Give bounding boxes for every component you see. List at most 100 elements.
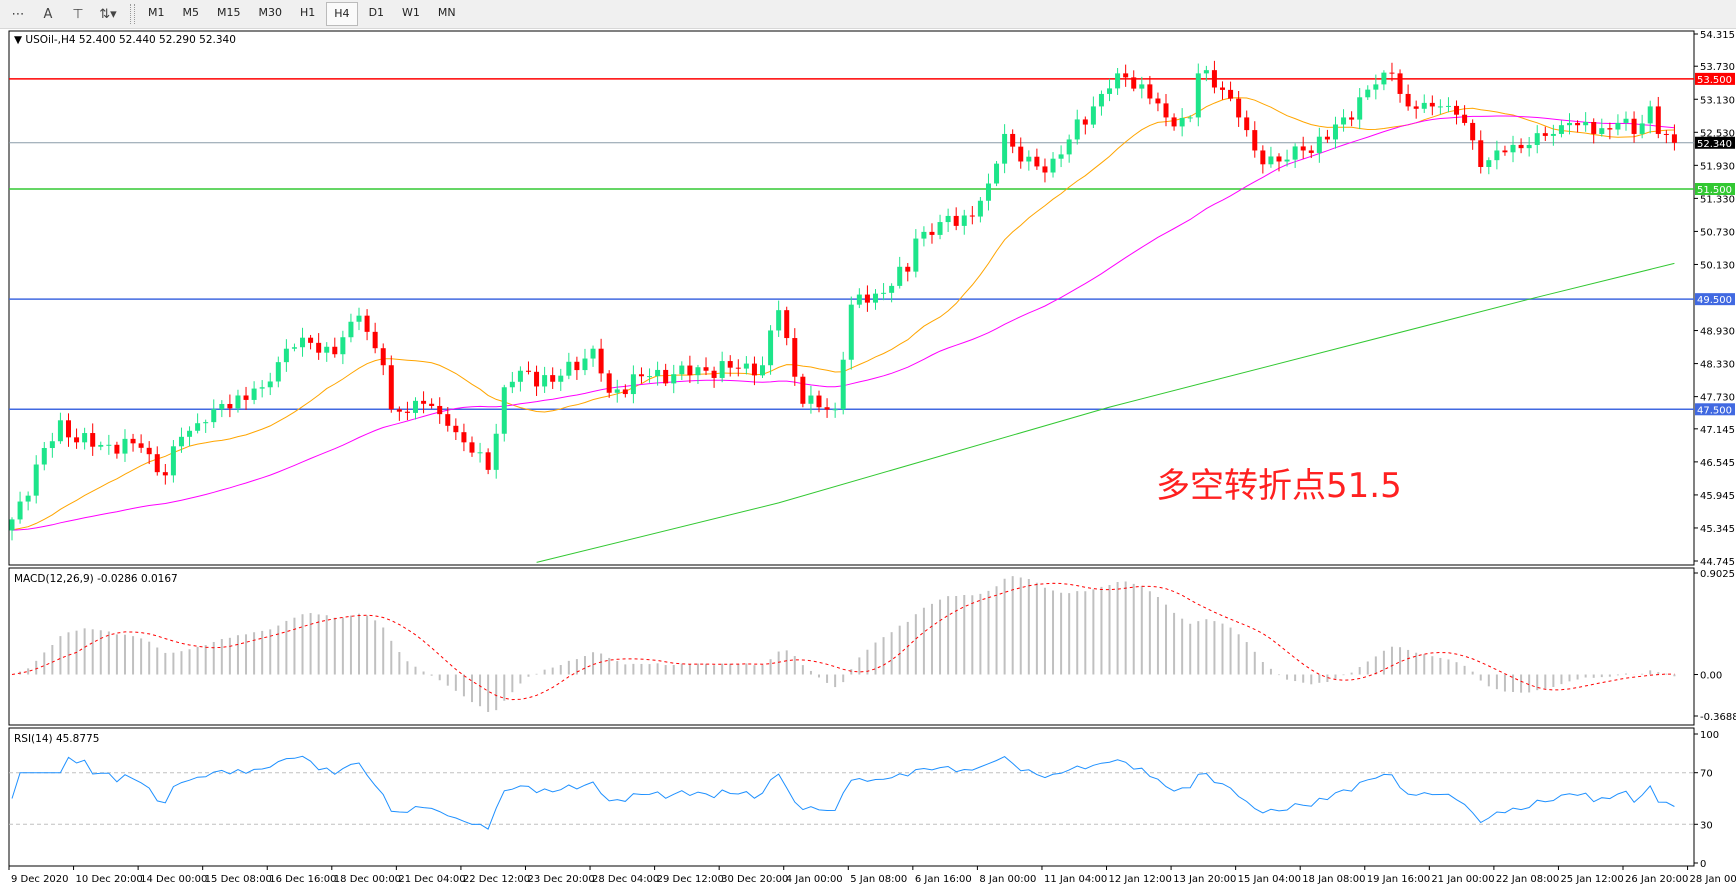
- time-label: 22 Jan 08:00: [1496, 874, 1559, 885]
- time-label: 25 Jan 12:00: [1560, 874, 1623, 885]
- timeframe-m15-button[interactable]: M15: [217, 6, 241, 19]
- candle-bull: [1567, 122, 1573, 126]
- main-panel-title: ▼ USOil-,H4 52.400 52.440 52.290 52.340: [14, 34, 236, 46]
- time-label: 9 Dec 2020: [11, 874, 69, 885]
- candle-bull: [1583, 121, 1589, 126]
- candle-bear: [816, 395, 822, 408]
- candle-bear: [146, 447, 152, 455]
- price-tick-label: 45.345: [1700, 524, 1735, 535]
- candle-bear: [1171, 117, 1177, 127]
- candle-bull: [1381, 72, 1387, 85]
- timeframe-mn-button[interactable]: MN: [437, 6, 456, 19]
- time-label: 6 Jan 16:00: [915, 874, 972, 885]
- candle-bear: [1405, 93, 1411, 107]
- candle-bull: [743, 363, 749, 369]
- candle-bull: [542, 375, 548, 387]
- time-label: 22 Dec 12:00: [463, 874, 530, 885]
- timeframe-m5-button[interactable]: M5: [182, 6, 200, 19]
- timeframe-d1-button[interactable]: D1: [368, 6, 385, 19]
- candle-bear: [429, 403, 435, 406]
- candle-bear: [1042, 166, 1048, 173]
- text-icon[interactable]: A: [43, 6, 53, 22]
- candle-bull: [1341, 117, 1347, 125]
- candle-bull: [1510, 144, 1516, 153]
- candle-bear: [1252, 130, 1258, 151]
- time-label: 12 Jan 12:00: [1109, 874, 1172, 885]
- macd-signal-line: [11, 582, 1675, 701]
- candle-bull: [1195, 73, 1201, 118]
- chart-window[interactable]: 53.500 52.340 51.500 49.500 47.500 54.315 53.7…: [0, 28, 1736, 892]
- arrows-icon[interactable]: ⇅▾: [99, 6, 117, 22]
- candle-bear: [1470, 122, 1476, 141]
- grid-icon[interactable]: ⋯: [11, 6, 25, 22]
- candle-bear: [469, 442, 475, 453]
- macd-tick-label: 0.00: [1700, 671, 1722, 682]
- candle-bear: [380, 348, 386, 366]
- candle-bull: [1074, 119, 1080, 140]
- time-label: 23 Dec 20:00: [527, 874, 594, 885]
- candle-bull: [1615, 122, 1621, 130]
- timeframe-m30-button[interactable]: M30: [258, 6, 283, 19]
- candle-bear: [154, 454, 160, 473]
- candle-bear: [1542, 133, 1548, 136]
- candle-bear: [1244, 117, 1250, 131]
- candle-bear: [437, 405, 443, 415]
- candle-bull: [1187, 117, 1193, 119]
- toolbar: ⋯ A ⊤ ⇅▾ M1 M5 M15 M30 H1 H4 D1 W1 MN: [0, 0, 1736, 29]
- candle-bull: [1090, 106, 1096, 125]
- price-tick-label: 50.130: [1700, 260, 1735, 271]
- candle-bull: [356, 315, 362, 322]
- time-label: 26 Jan 20:00: [1625, 874, 1688, 885]
- candle-bear: [396, 409, 402, 412]
- candle-bear: [953, 215, 959, 226]
- candle-bear: [663, 369, 669, 384]
- candle-bear: [162, 472, 168, 476]
- candle-bull: [1365, 89, 1371, 98]
- candle-bear: [525, 370, 531, 372]
- time-label: 28 Jan 00:00: [1690, 874, 1736, 885]
- candle-bull: [283, 348, 289, 363]
- timeframe-h4-button[interactable]: H4: [326, 2, 358, 26]
- text-box-icon[interactable]: ⊤: [72, 6, 84, 22]
- candle-bull: [235, 395, 241, 409]
- candle-bull: [921, 231, 927, 239]
- candle-bear: [1454, 105, 1460, 115]
- candle-bull: [937, 222, 943, 235]
- candle-bull: [913, 238, 919, 272]
- candle-bear: [1010, 133, 1016, 147]
- timeframe-w1-button[interactable]: W1: [402, 6, 420, 19]
- candle-bear: [792, 338, 798, 377]
- candle-bull: [106, 444, 112, 446]
- price-tick-label: 51.930: [1700, 161, 1735, 172]
- timeframe-m1-button[interactable]: M1: [148, 6, 165, 19]
- candle-bear: [1462, 114, 1468, 123]
- candle-bull: [1550, 133, 1556, 136]
- candle-bear: [445, 414, 451, 426]
- candle-bear: [622, 389, 628, 395]
- macd-histogram: [19, 576, 1676, 712]
- candle-bear: [1163, 103, 1169, 118]
- candle-bear: [1607, 128, 1613, 130]
- candle-bull: [1107, 88, 1113, 94]
- time-label: 10 Dec 20:00: [76, 874, 143, 885]
- price-tick-label: 51.330: [1700, 194, 1735, 205]
- rsi-tick-label: 100: [1700, 730, 1719, 741]
- price-tick-label: 52.530: [1700, 128, 1735, 139]
- candle-bull: [291, 347, 297, 349]
- time-label: 28 Dec 04:00: [592, 874, 659, 885]
- candle-bear: [727, 361, 733, 368]
- candle-bull: [1486, 160, 1492, 167]
- candle-bull: [1357, 97, 1363, 120]
- candle-bear: [598, 348, 604, 374]
- candle-bull: [760, 365, 766, 376]
- candle-bear: [1413, 106, 1419, 109]
- candle-bull: [840, 359, 846, 410]
- candle-bull: [1268, 156, 1274, 165]
- candle-bull: [259, 387, 265, 389]
- time-label: 15 Jan 04:00: [1238, 874, 1301, 885]
- candle-bear: [364, 315, 370, 332]
- timeframe-h1-button[interactable]: H1: [300, 6, 316, 19]
- macd-title: MACD(12,26,9) -0.0286 0.0167: [14, 573, 178, 585]
- candle-bull: [808, 395, 814, 404]
- candle-bull: [558, 375, 564, 382]
